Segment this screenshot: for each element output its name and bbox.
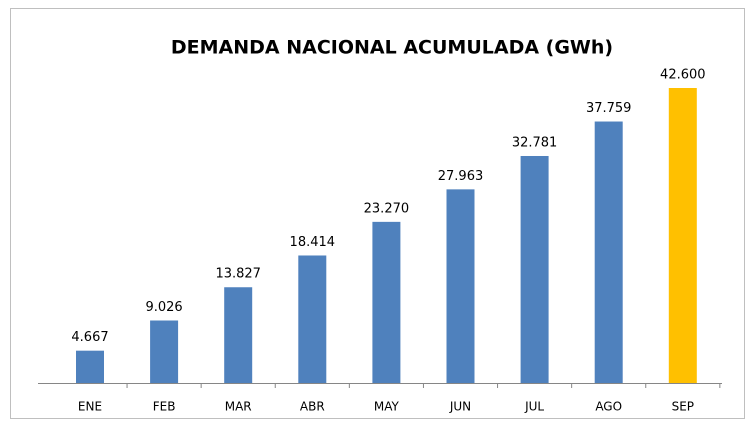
value-label: 13.827 [215,267,261,282]
x-tick-label: MAR [225,400,252,414]
value-label: 37.759 [586,101,632,116]
x-tick-label: FEB [153,400,176,414]
value-label: 4.667 [71,330,108,345]
x-tick-label: JUL [524,400,544,414]
x-tick-label: SEP [672,400,694,414]
x-tick-label: ENE [78,400,102,414]
value-label: 9.026 [145,300,182,315]
value-label: 27.963 [438,169,484,184]
bar [446,189,475,383]
x-tick-label: MAY [374,400,400,414]
bar [224,287,253,383]
x-tick-label: AGO [595,400,622,414]
x-tick-label: ABR [300,400,325,414]
bar [298,255,327,383]
bar [594,121,623,384]
bar [76,350,104,383]
x-tick-label: JUN [449,400,471,414]
bar [520,155,549,383]
value-label: 32.781 [512,135,558,150]
value-label: 23.270 [364,201,410,216]
chart-title: DEMANDA NACIONAL ACUMULADA (GWh) [171,37,613,59]
value-label: 42.600 [660,68,706,83]
bar [372,221,401,383]
bar [668,88,697,383]
bar [150,320,179,383]
value-label: 18.414 [290,235,336,250]
